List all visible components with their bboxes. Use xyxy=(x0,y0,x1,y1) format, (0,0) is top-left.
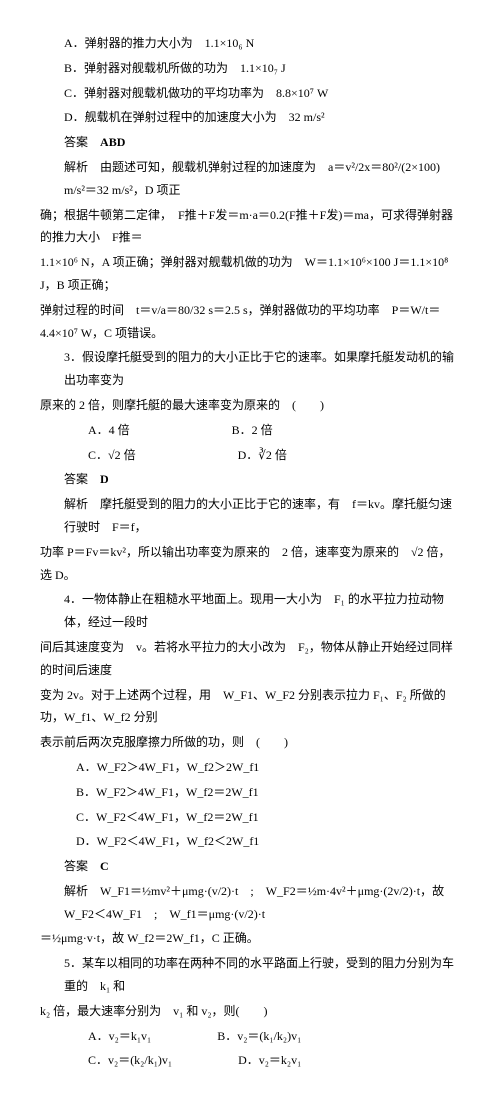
q4-stem4: 表示前后两次克服摩擦力所做的功，则 ( ) xyxy=(40,731,460,754)
q3-optD: D．∛2 倍 xyxy=(214,448,287,462)
q3-jx2: 功率 P＝Fv＝kv²，所以输出功率变为原来的 2 倍，速率变为原来的 √2 倍… xyxy=(40,541,460,587)
q2-jx2: 确；根据牛顿第二定律， F推＋F发＝m·a＝0.2(F推＋F发)＝ma，可求得弹… xyxy=(40,204,460,250)
q3-optA: A．4 倍 xyxy=(64,423,130,437)
q5-optB: B．v₂＝(k₁/k₂)v₁ xyxy=(193,1029,301,1043)
q4-optC: C．W_F2＜4W_F1，W_f2＝2W_f1 xyxy=(40,806,460,829)
q2-answer: 答案 ABD xyxy=(40,131,460,154)
q5-opts-row1: A．v₂＝k₁v₁ B．v₂＝(k₁/k₂)v₁ xyxy=(40,1025,460,1048)
ans-label: 答案 xyxy=(64,135,88,149)
q3-optC: C．√2 倍 xyxy=(64,448,136,462)
q2-optD: D．舰载机在弹射过程中的加速度大小为 32 m/s² xyxy=(40,106,460,129)
q2-optA: A．弹射器的推力大小为 1.1×10₆ N xyxy=(40,32,460,55)
q2-jx4: 弹射过程的时间 t＝v/a＝80/32 s＝2.5 s，弹射器做功的平均功率 P… xyxy=(40,299,460,345)
q5-stem2: k₂ 倍，最大速率分别为 v₁ 和 v₂，则( ) xyxy=(40,1000,460,1023)
q2-optB: B．弹射器对舰载机所做的功为 1.1×10₇ J xyxy=(40,57,460,80)
q5-optD: D．v₂＝k₂v₁ xyxy=(214,1053,301,1067)
q5-optA: A．v₂＝k₁v₁ xyxy=(64,1029,151,1043)
jx-label: 解析 xyxy=(64,160,88,174)
q4-stem3: 变为 2v。对于上述两个过程，用 W_F1、W_F2 分别表示拉力 F₁、F₂ … xyxy=(40,684,460,730)
q4-optA: A．W_F2＞4W_F1，W_f2＞2W_f1 xyxy=(40,756,460,779)
q5-optC: C．v₂＝(k₂/k₁)v₁ xyxy=(64,1053,172,1067)
q4-jx1: 解析 W_F1＝½mv²＋μmg·(v/2)·t ; W_F2＝½m·4v²＋μ… xyxy=(40,880,460,926)
q4-stem2: 间后其速度变为 v。若将水平拉力的大小改为 F₂，物体从静止开始经过同样的时间后… xyxy=(40,636,460,682)
q3-optB: B．2 倍 xyxy=(208,423,273,437)
ans-value: ABD xyxy=(100,135,125,149)
q2-jx1: 解析 由题述可知，舰载机弹射过程的加速度为 a＝v²/2x＝80²/(2×100… xyxy=(40,156,460,202)
q3-stem1: 3．假设摩托艇受到的阻力的大小正比于它的速率。如果摩托艇发动机的输出功率变为 xyxy=(40,346,460,392)
q2-optC: C．弹射器对舰载机做功的平均功率为 8.8×10⁷ W xyxy=(40,82,460,105)
q4-answer: 答案 C xyxy=(40,855,460,878)
q4-optD: D．W_F2＜4W_F1，W_f2＜2W_f1 xyxy=(40,830,460,853)
q3-answer: 答案 D xyxy=(40,468,460,491)
q4-jx2: ＝½μmg·v·t，故 W_f2＝2W_f1，C 正确。 xyxy=(40,927,460,950)
q4-optB: B．W_F2＞4W_F1，W_f2＝2W_f1 xyxy=(40,781,460,804)
q3-opts-row1: A．4 倍 B．2 倍 xyxy=(40,419,460,442)
q5-opts-row2: C．v₂＝(k₂/k₁)v₁ D．v₂＝k₂v₁ xyxy=(40,1049,460,1072)
q3-opts-row2: C．√2 倍 D．∛2 倍 xyxy=(40,444,460,467)
q3-stem2: 原来的 2 倍，则摩托艇的最大速率变为原来的 ( ) xyxy=(40,394,460,417)
q3-jx1: 解析 摩托艇受到的阻力的大小正比于它的速率，有 f＝kv。摩托艇匀速行驶时 F＝… xyxy=(40,493,460,539)
q5-stem1: 5．某车以相同的功率在两种不同的水平路面上行驶，受到的阻力分别为车重的 k₁ 和 xyxy=(40,952,460,998)
q2-jx3: 1.1×10⁶ N，A 项正确；弹射器对舰载机做的功为 W＝1.1×10⁶×10… xyxy=(40,251,460,297)
q4-stem1: 4．一物体静止在粗糙水平地面上。现用一大小为 F₁ 的水平拉力拉动物体，经过一段… xyxy=(40,588,460,634)
